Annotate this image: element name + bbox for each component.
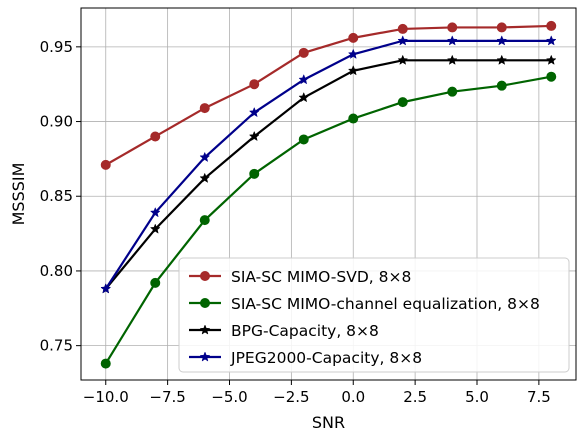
data-point xyxy=(397,23,408,34)
y-tick-label: 0.90 xyxy=(40,113,73,131)
series-0 xyxy=(100,20,557,170)
data-point xyxy=(248,106,260,118)
legend-item: BPG-Capacity, 8×8 xyxy=(189,322,379,340)
legend-item: JPEG2000-Capacity, 8×8 xyxy=(189,349,422,367)
data-point xyxy=(347,65,359,76)
x-axis-ticks: −10.0 −7.5 −5.0 −2.5 0.0 2.5 5.0 7.5 xyxy=(83,380,551,406)
data-point xyxy=(199,172,211,183)
data-point xyxy=(249,79,260,90)
x-tick-label: 5.0 xyxy=(465,388,489,406)
data-point xyxy=(397,97,408,108)
data-point xyxy=(496,35,508,46)
data-point xyxy=(447,86,458,97)
y-tick-label: 0.75 xyxy=(40,337,73,355)
y-axis-ticks: 0.75 0.80 0.85 0.90 0.95 xyxy=(40,38,81,355)
data-point xyxy=(100,159,111,170)
series-group xyxy=(100,20,557,369)
data-point xyxy=(248,130,260,142)
legend-label: SIA-SC MIMO-channel equalization, 8×8 xyxy=(231,295,540,313)
data-point xyxy=(298,47,309,58)
data-point xyxy=(496,22,507,33)
x-tick-label: 2.5 xyxy=(403,388,427,406)
y-tick-label: 0.80 xyxy=(40,262,73,280)
legend: SIA-SC MIMO-SVD, 8×8 SIA-SC MIMO-channel … xyxy=(178,257,570,373)
legend-marker xyxy=(199,351,211,362)
legend-label: BPG-Capacity, 8×8 xyxy=(231,322,379,340)
x-tick-label: −2.5 xyxy=(273,388,309,406)
x-tick-label: −7.5 xyxy=(149,388,185,406)
legend-label: JPEG2000-Capacity, 8×8 xyxy=(230,349,422,367)
plot-frame xyxy=(80,7,577,381)
data-point xyxy=(199,103,210,114)
legend-item: SIA-SC MIMO-SVD, 8×8 xyxy=(189,268,411,286)
x-axis-label: SNR xyxy=(312,413,345,432)
data-point xyxy=(397,35,409,46)
data-point xyxy=(199,215,210,226)
data-point xyxy=(249,168,260,179)
series-line xyxy=(104,39,552,290)
data-point xyxy=(100,358,111,369)
data-point xyxy=(397,54,409,65)
data-point xyxy=(348,32,359,43)
data-point xyxy=(447,22,458,33)
y-tick-label: 0.95 xyxy=(40,38,73,56)
data-point xyxy=(545,54,557,65)
series-line xyxy=(105,24,552,166)
legend-item: SIA-SC MIMO-channel equalization, 8×8 xyxy=(189,295,540,313)
data-point xyxy=(545,35,557,46)
series-line xyxy=(104,59,552,290)
data-point xyxy=(150,277,161,288)
data-point xyxy=(546,71,557,82)
x-tick-label: 7.5 xyxy=(527,388,551,406)
data-point xyxy=(199,151,211,162)
data-point xyxy=(348,113,359,124)
data-point xyxy=(496,80,507,91)
data-point xyxy=(100,283,112,294)
data-point xyxy=(446,35,458,46)
data-point xyxy=(347,48,359,59)
x-tick-label: 0.0 xyxy=(341,388,365,406)
data-point xyxy=(496,54,508,65)
legend-label: SIA-SC MIMO-SVD, 8×8 xyxy=(231,268,411,286)
series-line xyxy=(104,75,552,365)
series-3 xyxy=(100,35,557,294)
data-point xyxy=(298,134,309,145)
x-tick-label: −5.0 xyxy=(211,388,247,406)
data-point xyxy=(149,223,161,234)
x-tick-label: −10.0 xyxy=(83,388,129,406)
data-point xyxy=(546,20,557,31)
series-1 xyxy=(100,71,557,369)
data-point xyxy=(149,206,161,218)
y-axis-label: MSSSIM xyxy=(9,163,28,226)
series-2 xyxy=(100,54,557,294)
legend-marker xyxy=(200,298,210,308)
legend-box xyxy=(178,257,570,373)
data-point xyxy=(446,54,458,65)
legend-marker xyxy=(199,324,211,335)
y-tick-label: 0.85 xyxy=(40,187,73,205)
data-point xyxy=(298,74,310,85)
data-point xyxy=(150,131,161,142)
data-point xyxy=(298,91,310,103)
legend-marker xyxy=(200,271,210,281)
